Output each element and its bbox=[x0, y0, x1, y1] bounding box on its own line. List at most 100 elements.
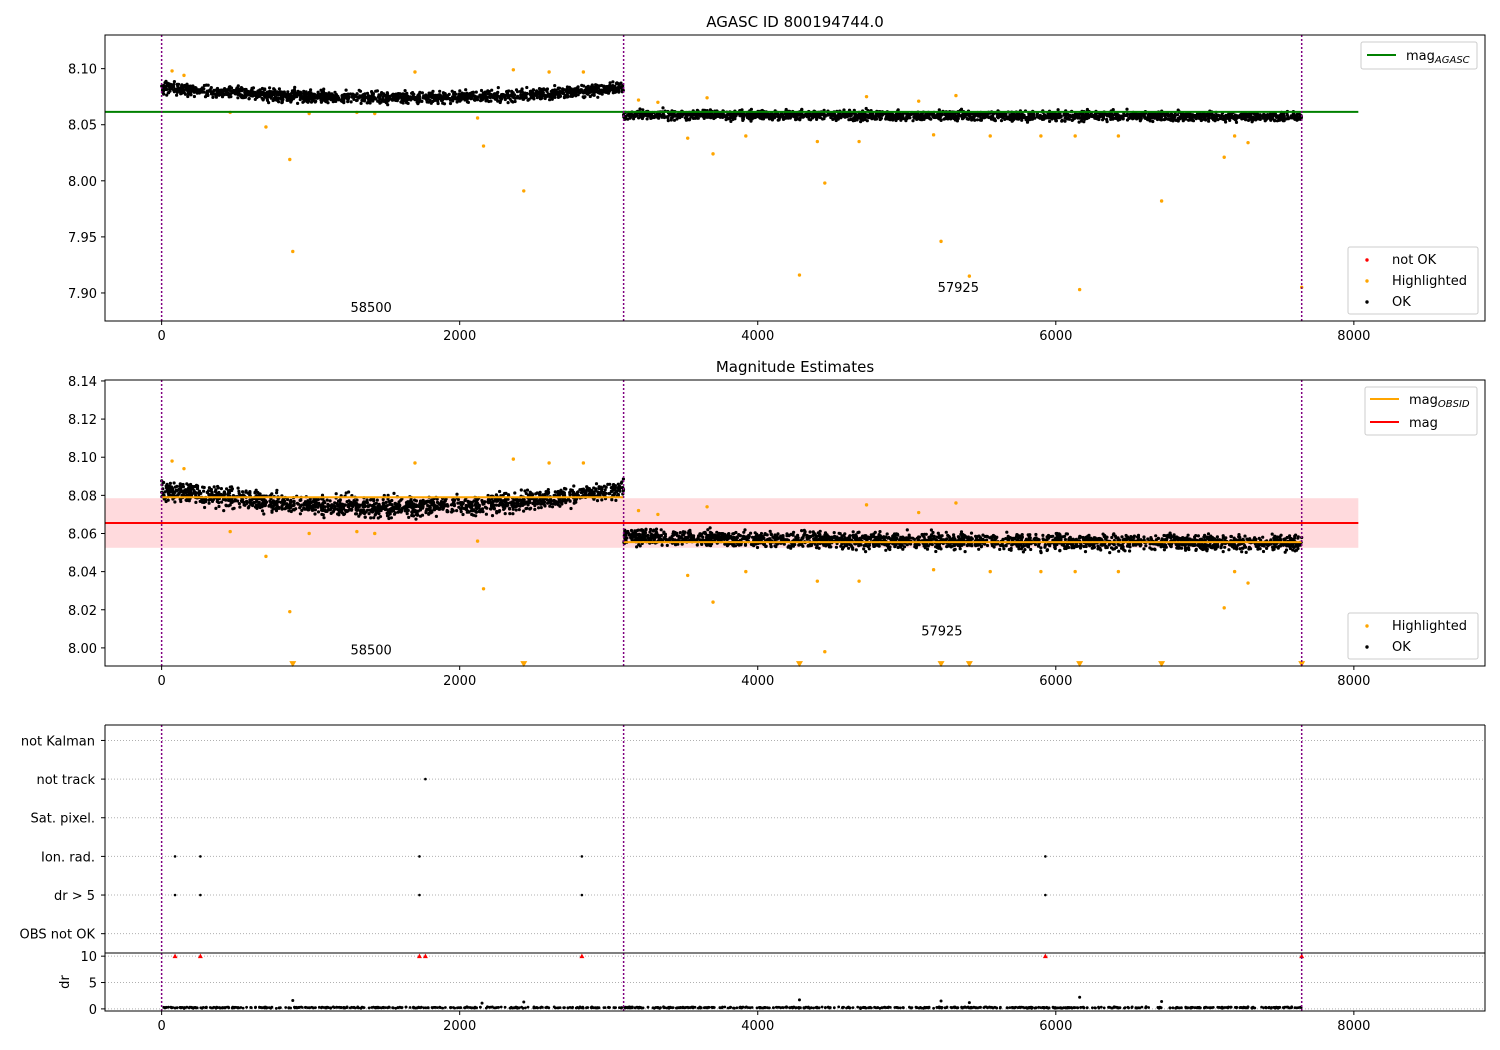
ok-point bbox=[267, 101, 271, 105]
ok-point bbox=[973, 114, 977, 118]
ok-point bbox=[525, 85, 529, 90]
highlighted-point bbox=[264, 125, 268, 129]
ok-point bbox=[1173, 115, 1177, 120]
ok-point bbox=[1181, 116, 1185, 120]
ok-point bbox=[503, 97, 507, 102]
ok-point bbox=[498, 99, 503, 103]
ok-point bbox=[912, 115, 916, 119]
ok-point bbox=[384, 95, 388, 99]
ok-point bbox=[1063, 112, 1067, 116]
ok-point bbox=[236, 486, 240, 490]
ok-point bbox=[858, 113, 862, 117]
ok-point bbox=[372, 95, 376, 99]
ok-point bbox=[325, 94, 329, 98]
ok-point bbox=[469, 500, 473, 505]
ok-point bbox=[569, 488, 573, 492]
ok-point bbox=[603, 88, 607, 92]
ok-point bbox=[965, 112, 969, 116]
ok-point bbox=[274, 509, 279, 513]
ok-point bbox=[280, 101, 284, 105]
ok-point bbox=[619, 481, 623, 485]
ok-point bbox=[612, 485, 616, 489]
ok-point bbox=[187, 90, 192, 94]
ok-point bbox=[486, 500, 490, 504]
ok-point bbox=[480, 507, 485, 511]
ok-point bbox=[411, 514, 416, 518]
ok-point bbox=[452, 92, 456, 96]
ok-point bbox=[209, 90, 213, 94]
ok-point bbox=[279, 93, 283, 97]
ok-point bbox=[918, 115, 923, 119]
ok-point bbox=[181, 485, 185, 489]
ok-point bbox=[176, 84, 180, 88]
ok-point bbox=[514, 504, 519, 508]
ok-point bbox=[531, 88, 536, 92]
highlighted-point bbox=[939, 239, 943, 244]
ok-point bbox=[473, 98, 477, 102]
ok-point bbox=[524, 94, 528, 98]
ok-point bbox=[403, 89, 407, 93]
highlighted-point bbox=[1073, 134, 1077, 138]
ok-point bbox=[303, 507, 307, 511]
ok-point bbox=[1238, 114, 1242, 118]
ok-point bbox=[481, 97, 485, 101]
highlighted-point bbox=[916, 99, 921, 103]
ok-point bbox=[650, 116, 654, 120]
ok-point bbox=[416, 102, 420, 106]
ok-point bbox=[222, 509, 226, 513]
ok-point bbox=[637, 116, 641, 120]
ok-point bbox=[587, 91, 592, 95]
ok-point bbox=[334, 99, 338, 103]
ok-point bbox=[779, 112, 783, 116]
ok-point bbox=[289, 98, 294, 102]
ok-point bbox=[225, 89, 229, 93]
ok-point bbox=[1081, 116, 1085, 120]
ok-point bbox=[616, 482, 620, 486]
ok-point bbox=[479, 88, 484, 93]
ok-point bbox=[991, 112, 995, 117]
ok-point bbox=[378, 515, 383, 519]
highlighted-point bbox=[797, 273, 802, 277]
ok-point bbox=[1072, 113, 1076, 118]
ok-point bbox=[392, 491, 396, 495]
ok-point bbox=[617, 88, 621, 92]
ok-point bbox=[592, 91, 596, 95]
ok-point bbox=[1197, 116, 1201, 120]
ok-point bbox=[680, 114, 684, 118]
ok-point bbox=[788, 116, 792, 120]
ok-point bbox=[180, 83, 184, 87]
ok-point bbox=[424, 94, 428, 98]
ok-point bbox=[277, 100, 281, 104]
ok-point bbox=[586, 84, 590, 88]
highlighted-point bbox=[1077, 287, 1082, 292]
ok-point bbox=[285, 97, 289, 101]
ok-point bbox=[464, 88, 468, 92]
ok-point bbox=[1053, 113, 1057, 117]
ok-point bbox=[420, 513, 425, 517]
ok-point bbox=[357, 88, 361, 92]
ok-point bbox=[1164, 116, 1168, 120]
ok-point bbox=[327, 508, 331, 512]
ok-point bbox=[1156, 113, 1160, 117]
ok-point bbox=[346, 97, 350, 101]
ok-point bbox=[574, 88, 579, 92]
ok-point bbox=[420, 91, 424, 95]
ok-point bbox=[538, 94, 542, 98]
ok-point bbox=[695, 116, 699, 120]
ok-point bbox=[202, 485, 206, 490]
ok-point bbox=[195, 487, 200, 491]
ok-point bbox=[1037, 115, 1041, 119]
ok-point bbox=[361, 96, 365, 101]
ok-point bbox=[286, 505, 290, 510]
ok-point bbox=[919, 112, 923, 116]
ok-point bbox=[550, 505, 555, 509]
ok-point bbox=[895, 115, 900, 119]
ok-point bbox=[405, 511, 409, 516]
ok-point bbox=[939, 118, 943, 122]
highlighted-point bbox=[182, 73, 186, 78]
ok-point bbox=[342, 99, 346, 103]
ok-point bbox=[241, 490, 245, 494]
ok-point bbox=[292, 499, 296, 503]
ok-point bbox=[1060, 119, 1064, 123]
obsid-label: 57925 bbox=[938, 281, 979, 296]
